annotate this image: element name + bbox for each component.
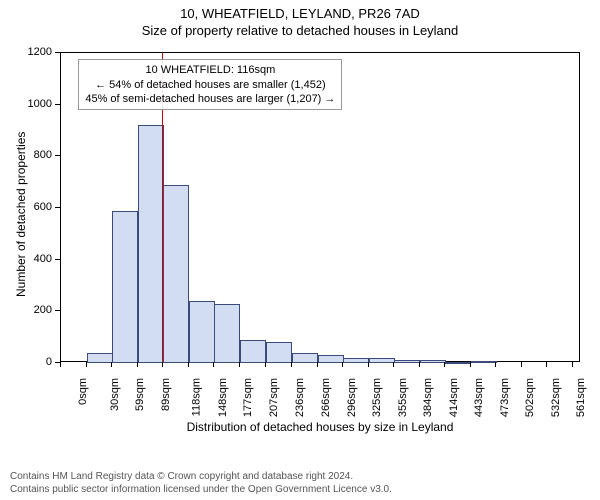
xtick-label: 532sqm [550, 378, 562, 417]
xtick-label: 118sqm [191, 378, 203, 416]
attribution: Contains HM Land Registry data © Crown c… [10, 471, 392, 496]
info-box-line: 45% of semi-detached houses are larger (… [85, 92, 335, 106]
xtick-label: 384sqm [422, 378, 434, 417]
histogram-bar [138, 125, 164, 363]
histogram-bar [189, 301, 215, 363]
ytick-label: 0 [18, 356, 52, 368]
histogram-bar [318, 355, 344, 363]
histogram-bar [445, 362, 471, 364]
xtick-label: 296sqm [346, 378, 358, 417]
xtick-label: 502sqm [524, 378, 536, 417]
xtick-label: 177sqm [243, 378, 255, 417]
xtick-label: 414sqm [448, 378, 460, 417]
xtick-label: 30sqm [109, 378, 121, 411]
histogram-bar [394, 360, 420, 363]
xtick-mark [265, 362, 266, 367]
xtick-label: 59sqm [134, 378, 146, 411]
xtick-mark [317, 362, 318, 367]
xtick-label: 266sqm [320, 378, 332, 417]
ytick-label: 1200 [18, 46, 52, 58]
xtick-mark [188, 362, 189, 367]
attribution-line-1: Contains HM Land Registry data © Crown c… [10, 471, 392, 484]
histogram-bar [420, 360, 446, 363]
xtick-label: 89sqm [160, 378, 172, 411]
xtick-label: 207sqm [269, 378, 281, 417]
histogram-bar [369, 358, 395, 363]
ytick-label: 800 [18, 149, 52, 161]
xtick-mark [86, 362, 87, 367]
ytick-label: 600 [18, 201, 52, 213]
x-axis-label: Distribution of detached houses by size … [60, 420, 580, 434]
histogram-bar [240, 340, 266, 363]
info-box: 10 WHEATFIELD: 116sqm← 54% of detached h… [78, 59, 342, 110]
ytick-mark [55, 155, 60, 156]
xtick-label: 355sqm [397, 378, 409, 417]
xtick-mark [60, 362, 61, 367]
info-box-line: 10 WHEATFIELD: 116sqm [85, 63, 335, 77]
xtick-mark [111, 362, 112, 367]
xtick-mark [470, 362, 471, 367]
ytick-mark [55, 52, 60, 53]
page-title-2: Size of property relative to detached ho… [0, 21, 600, 42]
ytick-label: 1000 [18, 98, 52, 110]
histogram-bar [292, 353, 318, 363]
xtick-mark [239, 362, 240, 367]
xtick-label: 236sqm [294, 378, 306, 417]
histogram-bar [471, 361, 497, 363]
xtick-label: 148sqm [217, 378, 229, 417]
xtick-mark [521, 362, 522, 367]
ytick-mark [55, 104, 60, 105]
ytick-mark [55, 207, 60, 208]
page-title-1: 10, WHEATFIELD, LEYLAND, PR26 7AD [0, 0, 600, 21]
xtick-mark [546, 362, 547, 367]
plot-area: 10 WHEATFIELD: 116sqm← 54% of detached h… [60, 52, 580, 362]
xtick-mark [162, 362, 163, 367]
xtick-label: 473sqm [499, 378, 511, 417]
xtick-label: 443sqm [473, 378, 485, 417]
xtick-label: 0sqm [77, 378, 89, 405]
xtick-mark [342, 362, 343, 367]
histogram-bar [266, 342, 292, 363]
histogram-bar [343, 358, 369, 363]
ytick-label: 400 [18, 253, 52, 265]
histogram-bar [163, 185, 189, 363]
info-box-line: ← 54% of detached houses are smaller (1,… [85, 78, 335, 92]
xtick-mark [495, 362, 496, 367]
ytick-mark [55, 259, 60, 260]
xtick-mark [137, 362, 138, 367]
histogram-bar [214, 304, 240, 363]
histogram-bar [87, 353, 113, 363]
xtick-mark [393, 362, 394, 367]
xtick-mark [444, 362, 445, 367]
xtick-mark [368, 362, 369, 367]
xtick-mark [213, 362, 214, 367]
xtick-label: 325sqm [371, 378, 383, 417]
xtick-mark [419, 362, 420, 367]
ytick-mark [55, 310, 60, 311]
attribution-line-2: Contains public sector information licen… [10, 484, 392, 497]
chart-container: Number of detached properties 10 WHEATFI… [0, 42, 600, 442]
ytick-label: 200 [18, 304, 52, 316]
xtick-mark [291, 362, 292, 367]
xtick-mark [572, 362, 573, 367]
xtick-label: 561sqm [575, 378, 587, 417]
histogram-bar [112, 211, 138, 363]
